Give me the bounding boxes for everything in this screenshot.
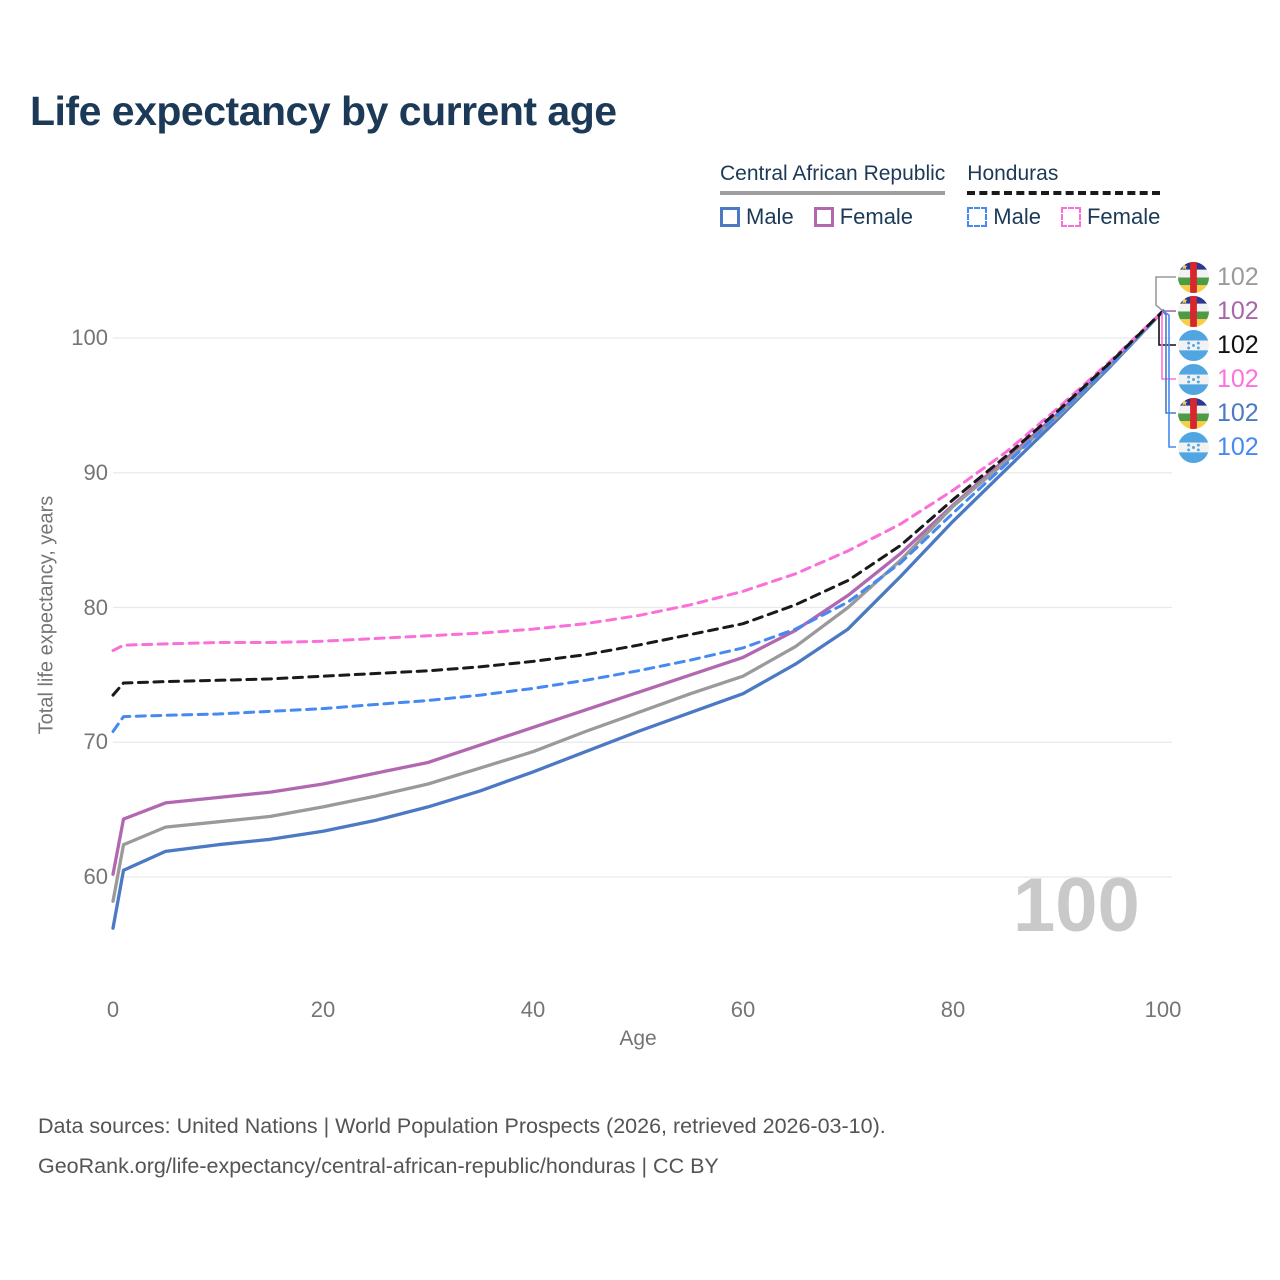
series-line-honduras-female: [111, 309, 1165, 653]
end-value-label-row: 102: [1178, 396, 1259, 430]
flag-honduras-icon: [1178, 363, 1209, 395]
end-value: 102: [1217, 432, 1259, 461]
female-dashed-swatch-icon: [1060, 207, 1081, 227]
y-tick-label: 70: [83, 729, 108, 755]
end-value: 102: [1217, 262, 1259, 291]
end-value: 102: [1217, 330, 1259, 359]
flag-honduras-icon: [1178, 431, 1209, 463]
x-axis-title: Age: [619, 1027, 657, 1050]
legend-item-label: Male: [746, 204, 794, 229]
age-watermark: 100: [1013, 863, 1140, 948]
end-value-label-row: 102: [1178, 294, 1259, 328]
legend-item-honduras-male[interactable]: Male: [967, 204, 1041, 230]
end-value-label-row: 102: [1178, 328, 1259, 362]
series-line-central-african-republic-female: [111, 309, 1165, 876]
y-tick-label: 90: [83, 459, 108, 485]
legend-item-honduras-female[interactable]: Female: [1060, 204, 1161, 230]
flag-honduras-icon: [1178, 431, 1209, 463]
end-value: 102: [1217, 398, 1259, 427]
male-dashed-swatch-icon: [967, 207, 988, 227]
x-tick-label: 80: [940, 997, 966, 1022]
series-line-honduras-total: [111, 309, 1165, 697]
flag-honduras-icon: [1178, 329, 1209, 361]
legend-item-label: Female: [839, 204, 914, 229]
flag-central-african-republic-icon: [1178, 397, 1209, 429]
end-value-label-row: 102: [1178, 430, 1259, 464]
source-line-2: GeoRank.org/life-expectancy/central-afri…: [38, 1154, 719, 1179]
end-value-label-row: 102: [1178, 362, 1259, 396]
end-value: 102: [1217, 296, 1259, 325]
y-tick-label: 80: [83, 594, 108, 620]
legend-item-car-female[interactable]: Female: [813, 204, 914, 230]
flag-central-african-republic-icon: [1178, 261, 1209, 293]
y-tick-label: 100: [71, 325, 108, 350]
legend-group-honduras: Honduras Male Female: [967, 162, 1161, 230]
legend: Central African Republic Male Female Hon…: [720, 162, 1161, 230]
series-line-central-african-republic-male: [111, 309, 1165, 930]
legend-group-title: Honduras: [967, 162, 1161, 195]
series-line-honduras-male: [111, 309, 1165, 733]
series-line-central-african-republic-total: [111, 309, 1165, 903]
y-tick-label: 60: [83, 864, 108, 889]
male-solid-swatch-icon: [720, 207, 740, 227]
legend-group-title: Central African Republic: [720, 162, 946, 195]
legend-item-car-male[interactable]: Male: [720, 204, 794, 230]
flag-honduras-icon: [1178, 363, 1209, 395]
flag-central-african-republic-icon: [1178, 295, 1209, 327]
flag-honduras-icon: [1178, 329, 1209, 361]
x-tick-label: 40: [520, 997, 546, 1022]
legend-group-central-african-republic: Central African Republic Male Female: [720, 162, 946, 230]
flag-central-african-republic-icon: [1178, 397, 1209, 429]
flag-central-african-republic-icon: [1178, 261, 1209, 293]
legend-item-label: Male: [993, 204, 1041, 229]
source-line-1: Data sources: United Nations | World Pop…: [38, 1114, 886, 1138]
x-tick-label: 100: [1144, 997, 1182, 1022]
x-tick-label: 0: [106, 997, 120, 1022]
gridlines: [113, 337, 1172, 878]
x-tick-label: 20: [310, 997, 336, 1022]
flag-central-african-republic-icon: [1178, 295, 1209, 327]
end-value: 102: [1217, 364, 1259, 393]
page-title: Life expectancy by current age: [30, 88, 617, 134]
leader-lines: [1155, 276, 1176, 448]
data-source: Data sources: United Nations | World Pop…: [38, 1106, 886, 1187]
female-solid-swatch-icon: [813, 207, 834, 227]
end-value-label-row: 102: [1178, 260, 1259, 294]
x-tick-label: 60: [730, 997, 756, 1022]
legend-item-label: Female: [1086, 204, 1161, 229]
